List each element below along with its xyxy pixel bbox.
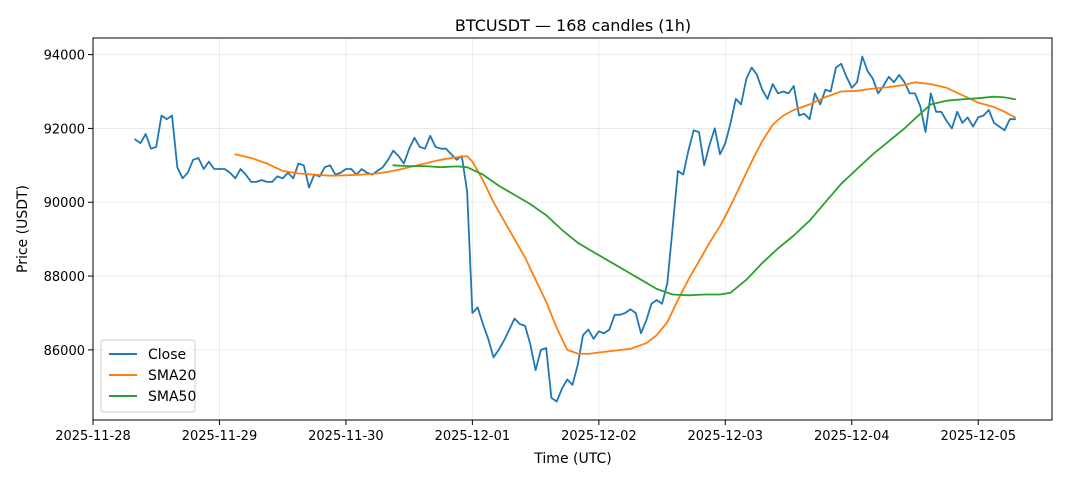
x-tick-label: 2025-12-01 <box>435 429 511 444</box>
series-lines <box>134 55 1016 403</box>
x-tick-label: 2025-12-04 <box>814 429 890 444</box>
chart-title: BTCUSDT — 168 candles (1h) <box>455 16 691 35</box>
legend: Close SMA20 SMA50 <box>100 339 196 413</box>
y-tick-label: 94000 <box>44 49 85 64</box>
x-tick-label: 2025-11-30 <box>308 429 384 444</box>
x-tick-label: 2025-12-05 <box>940 429 1016 444</box>
y-tick-label: 86000 <box>44 344 85 359</box>
series-line-sma20 <box>234 81 1016 355</box>
plot-frame <box>92 37 1053 421</box>
y-tick-label: 88000 <box>44 270 85 285</box>
legend-box <box>100 339 196 413</box>
legend-label-sma20: SMA20 <box>148 368 196 384</box>
x-tick-label: 2025-11-29 <box>182 429 258 444</box>
series-line-sma50 <box>392 95 1016 297</box>
y-axis-label: Price (USDT) <box>15 185 31 273</box>
y-tick-label: 90000 <box>44 196 85 211</box>
x-tick-label: 2025-12-03 <box>688 429 764 444</box>
x-tick-label: 2025-12-02 <box>561 429 637 444</box>
x-tick-label: 2025-11-28 <box>55 429 131 444</box>
y-tick-label: 92000 <box>44 122 85 137</box>
axis-ticks: 2025-11-28 2025-11-29 2025-11-30 2025-12-01… <box>44 49 1016 444</box>
x-axis-label: Time (UTC) <box>533 451 611 467</box>
series-line-close <box>134 55 1016 403</box>
legend-label-sma50: SMA50 <box>148 389 196 405</box>
legend-label-close: Close <box>148 347 186 363</box>
